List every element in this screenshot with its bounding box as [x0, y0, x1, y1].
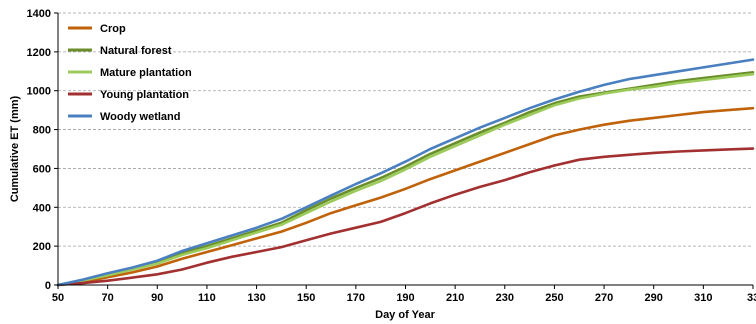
series-line-crop [56, 106, 755, 287]
x-axis-title: Day of Year [375, 309, 435, 321]
y-tick-label: 1000 [27, 86, 51, 98]
x-tick-label: 70 [102, 292, 114, 304]
x-tick-label: 250 [545, 292, 563, 304]
series-line-young-plantation [56, 147, 755, 287]
x-tick-label: 50 [52, 292, 64, 304]
x-tick-label: 110 [198, 292, 216, 304]
legend-label-mature-plantation: Mature plantation [100, 67, 192, 79]
series-line-mature-plantation [56, 72, 755, 287]
x-tick-label: 290 [645, 292, 663, 304]
x-tick-label: 230 [496, 292, 514, 304]
x-tick-label: 130 [247, 292, 265, 304]
series-line-woody-wetland [56, 58, 755, 287]
legend-label-young-plantation: Young plantation [100, 89, 189, 101]
legend-label-woody-wetland: Woody wetland [100, 111, 180, 123]
legend: Crop Natural forest Mature plantation Young… [68, 23, 192, 123]
y-tick-label: 600 [33, 163, 51, 175]
series-line-natural-forest [56, 71, 755, 287]
x-tick-label: 33 [747, 292, 756, 304]
legend-label-crop: Crop [100, 23, 126, 35]
x-tick-label: 210 [446, 292, 464, 304]
x-tick-label: 150 [297, 292, 315, 304]
series-lines [56, 58, 755, 287]
tick-labels: 0 200 400 600 800 1000 1200 1400 50 70 90 110 130 150… [27, 8, 756, 304]
legend-label-natural-forest: Natural forest [100, 45, 172, 57]
y-tick-label: 200 [33, 241, 51, 253]
x-tick-label: 90 [151, 292, 163, 304]
x-tick-label: 310 [694, 292, 712, 304]
y-tick-label: 1200 [27, 47, 51, 59]
x-tick-label: 270 [595, 292, 613, 304]
y-tick-label: 0 [45, 280, 51, 292]
y-axis-title: Cumulative ET (mm) [9, 95, 21, 202]
y-tick-label: 800 [33, 125, 51, 137]
x-tick-label: 190 [396, 292, 414, 304]
y-tick-label: 400 [33, 202, 51, 214]
x-tick-label: 170 [347, 292, 365, 304]
y-tick-label: 1400 [27, 8, 51, 20]
